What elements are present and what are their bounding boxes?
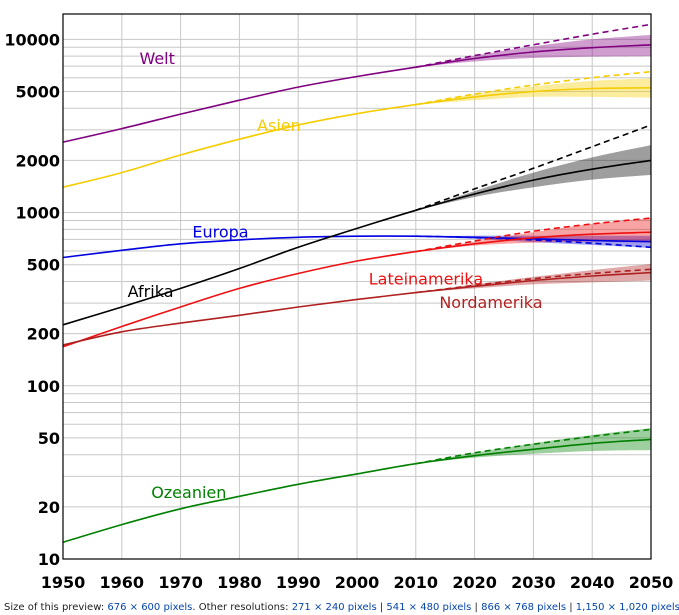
dashed-line-asien [415, 70, 652, 106]
preview-size-link[interactable]: 676 × 600 pixels [107, 602, 193, 613]
resolution-link-1[interactable]: 271 × 240 pixels [291, 602, 377, 613]
caption-separator: | [376, 602, 387, 613]
line-lateinamerika [62, 231, 652, 348]
y-tick-label-1000: 1000 [15, 204, 60, 223]
series-label-asien: Asien [257, 116, 301, 135]
line-afrika [62, 159, 652, 326]
caption-middle: . Other resolutions: [192, 602, 292, 613]
caption-separator: | [471, 602, 482, 613]
band-ozeanien [415, 428, 651, 464]
x-tick-label-2020: 2020 [452, 573, 497, 592]
resolution-link-4[interactable]: 1,150 × 1,020 pixels [575, 602, 679, 613]
line-welt [62, 44, 652, 143]
population-chart: 1950 1960 1970 1980 1990 2000 2010 2020 2030 2040… [4, 13, 673, 592]
caption-prefix: Size of this preview: [4, 602, 108, 613]
x-tick-label-2000: 2000 [335, 573, 380, 592]
band-europa [415, 235, 651, 248]
y-tick-label-20: 20 [38, 498, 60, 517]
dashed-line-ozeanien [415, 428, 652, 465]
series-lines [62, 23, 652, 543]
x-tick-label-1970: 1970 [158, 573, 203, 592]
plot-border [62, 13, 652, 560]
series-label-welt: Welt [139, 49, 174, 68]
line-ozeanien [62, 438, 652, 543]
series-labels: Welt Asien Europa Afrika Lateinamerika Nordam… [128, 49, 543, 502]
line-europa [62, 235, 652, 259]
x-tick-label-2010: 2010 [394, 573, 439, 592]
x-tick-label-1950: 1950 [41, 573, 86, 592]
series-label-ozeanien: Ozeanien [151, 483, 226, 502]
dashed-line-afrika [415, 124, 652, 212]
x-tick-label-1960: 1960 [100, 573, 145, 592]
dashed-line-welt [415, 23, 652, 68]
tick-labels: 1950 1960 1970 1980 1990 2000 2010 2020 2030 2040… [4, 30, 673, 592]
x-tick-label-1980: 1980 [217, 573, 262, 592]
x-tick-label-2030: 2030 [511, 573, 556, 592]
caption-separator: | [566, 602, 576, 613]
y-tick-label-2000: 2000 [15, 151, 60, 170]
line-nordamerika [62, 271, 652, 346]
x-tick-label-2050: 2050 [629, 573, 674, 592]
preview-size-caption: Size of this preview: 676 × 600 pixels. … [4, 602, 679, 613]
series-label-nordamerika: Nordamerika [439, 293, 542, 312]
y-tick-label-50: 50 [38, 429, 60, 448]
line-asien [62, 87, 652, 188]
y-tick-label-5000: 5000 [15, 82, 60, 101]
y-tick-label-10000: 10000 [4, 30, 60, 49]
y-tick-label-500: 500 [27, 256, 60, 275]
series-label-europa: Europa [192, 222, 248, 241]
band-nordamerika [415, 263, 651, 293]
dashed-line-lateinamerika [415, 217, 652, 253]
resolution-link-3[interactable]: 866 × 768 pixels [481, 602, 567, 613]
dashed-line-europa [415, 235, 652, 249]
series-label-lateinamerika: Lateinamerika [369, 269, 483, 288]
x-tick-label-1990: 1990 [276, 573, 321, 592]
y-tick-label-100: 100 [27, 377, 60, 396]
y-tick-label-10: 10 [38, 550, 60, 569]
y-tick-label-200: 200 [27, 325, 60, 344]
x-tick-label-2040: 2040 [570, 573, 615, 592]
series-label-afrika: Afrika [128, 282, 174, 301]
plot-frame [62, 13, 652, 560]
resolution-link-2[interactable]: 541 × 480 pixels [386, 602, 472, 613]
